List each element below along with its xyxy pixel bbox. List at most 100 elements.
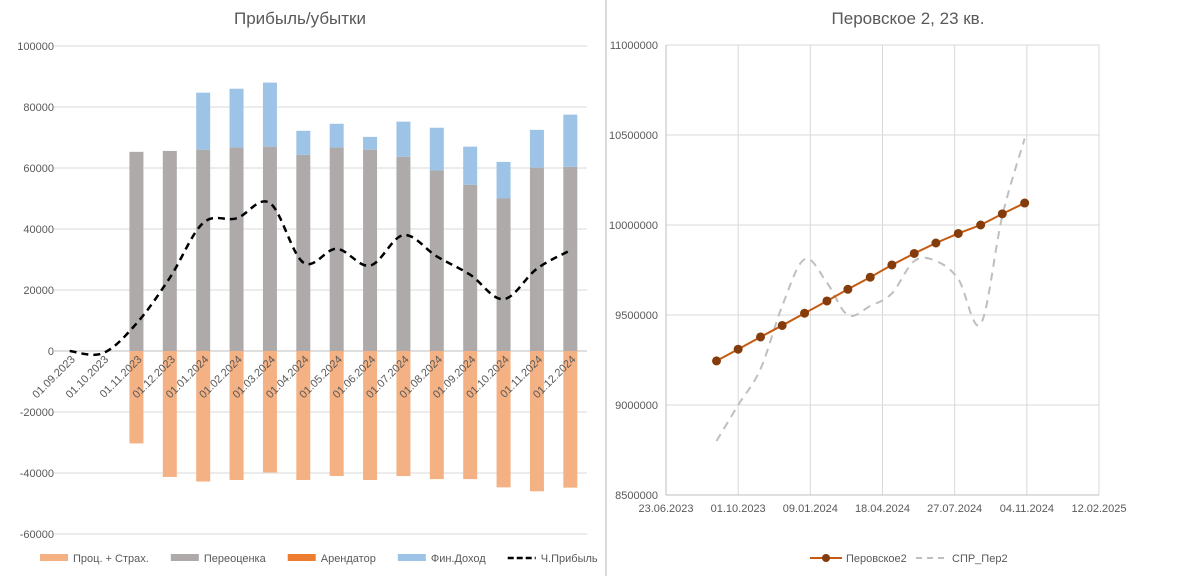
- bar-Проц. + Страх.: [396, 351, 411, 477]
- bar-Проц. + Страх.: [563, 351, 578, 488]
- bar-Переоценка: [529, 167, 544, 351]
- x-tick-label: 18.04.2024: [855, 503, 910, 515]
- bar-Переоценка: [229, 147, 244, 351]
- y-tick-label: 9500000: [615, 310, 658, 322]
- bar-Переоценка: [296, 154, 311, 351]
- legend-label: СПР_Пер2: [952, 553, 1008, 565]
- bar-Фин.Доход: [563, 114, 578, 167]
- y-tick-label: 10500000: [609, 130, 658, 142]
- legend-item: Арендатор: [287, 553, 376, 565]
- legend-swatch-icon: [170, 554, 199, 561]
- y-tick-label: -60000: [20, 529, 54, 541]
- bar-Проц. + Страх.: [196, 351, 211, 482]
- bar-Проц. + Страх.: [296, 351, 311, 481]
- bar-Переоценка: [329, 147, 344, 351]
- bar-Проц. + Страх.: [529, 351, 544, 492]
- x-tick-label: 23.06.2023: [638, 503, 693, 515]
- bar-Фин.Доход: [229, 88, 244, 148]
- data-point: [733, 344, 743, 354]
- x-tick-label: 12.02.2025: [1071, 503, 1126, 515]
- left-chart-title: Прибыль/убытки: [234, 9, 366, 28]
- data-point: [976, 220, 986, 230]
- bar-Проц. + Страх.: [363, 351, 378, 481]
- bar-Переоценка: [162, 150, 177, 351]
- bar-Переоценка: [396, 156, 411, 351]
- bar-Фин.Доход: [296, 130, 311, 155]
- bar-Проц. + Страх.: [496, 351, 511, 488]
- data-point: [997, 209, 1007, 219]
- bar-Переоценка: [129, 151, 144, 351]
- x-tick-label: 09.01.2024: [783, 503, 838, 515]
- data-point: [887, 260, 897, 270]
- data-point: [777, 320, 787, 330]
- legend-label: Фин.Доход: [431, 553, 486, 565]
- chart-divider: [605, 0, 607, 576]
- bar-Проц. + Страх.: [329, 351, 344, 477]
- legend-swatch-icon: [397, 554, 426, 561]
- y-tick-label: -20000: [20, 407, 54, 419]
- bar-Переоценка: [363, 149, 378, 351]
- y-tick-label: -40000: [20, 468, 54, 480]
- data-point: [931, 238, 941, 248]
- bar-Фин.Доход: [496, 161, 511, 199]
- line-Ч.Прибыль: [69, 200, 571, 357]
- data-point: [953, 228, 963, 238]
- data-point: [822, 296, 832, 306]
- bar-Переоценка: [262, 146, 277, 351]
- bar-Фин.Доход: [429, 127, 444, 171]
- data-point: [865, 272, 875, 282]
- bar-Фин.Доход: [529, 129, 544, 168]
- legend-label: Переоценка: [204, 553, 267, 565]
- data-point: [756, 332, 766, 342]
- legend-label: Перовское2: [846, 553, 907, 565]
- bar-Переоценка: [463, 184, 478, 351]
- bar-Проц. + Страх.: [229, 351, 244, 481]
- legend-item: Перовское2: [810, 553, 907, 565]
- bar-Проц. + Страх.: [262, 351, 277, 473]
- bar-Переоценка: [429, 170, 444, 351]
- data-point: [909, 248, 919, 258]
- legend-item: СПР_Пер2: [916, 553, 1008, 565]
- legend-marker-icon: [822, 554, 830, 562]
- legend-item: Фин.Доход: [397, 553, 486, 565]
- y-tick-label: 9000000: [615, 400, 658, 412]
- bar-Фин.Доход: [396, 121, 411, 157]
- legend-swatch-icon: [40, 554, 68, 561]
- bar-Переоценка: [196, 149, 211, 351]
- bar-Переоценка: [496, 198, 511, 351]
- y-tick-label: 20000: [23, 285, 54, 297]
- data-point: [1020, 198, 1030, 208]
- line-СПР_Пер2: [715, 138, 1026, 442]
- y-tick-label: 60000: [23, 163, 54, 175]
- data-point: [843, 284, 853, 294]
- legend-item: Переоценка: [170, 553, 267, 565]
- bar-Проц. + Страх.: [162, 351, 177, 477]
- data-point: [800, 308, 810, 318]
- y-tick-label: 11000000: [610, 40, 658, 52]
- legend-label: Арендатор: [321, 553, 376, 565]
- legend-label: Ч.Прибыль: [541, 553, 598, 565]
- y-tick-label: 10000000: [609, 220, 658, 232]
- bar-Фин.Доход: [196, 92, 211, 150]
- y-tick-label: 40000: [23, 224, 54, 236]
- bar-Проц. + Страх.: [429, 351, 444, 480]
- bar-Фин.Доход: [262, 82, 277, 147]
- x-tick-label: 27.07.2024: [927, 503, 982, 515]
- y-tick-label: 8500000: [615, 490, 658, 502]
- legend-label: Проц. + Страх.: [73, 553, 149, 565]
- y-tick-label: 80000: [23, 102, 54, 114]
- data-point: [712, 356, 722, 366]
- bar-Проц. + Страх.: [463, 351, 478, 480]
- y-tick-label: 100000: [17, 41, 54, 53]
- bar-Проц. + Страх.: [129, 351, 144, 444]
- legend-item: Ч.Прибыль: [507, 553, 598, 565]
- bar-Фин.Доход: [329, 123, 344, 148]
- y-tick-label: 0: [48, 346, 54, 358]
- x-tick-label: 01.10.2023: [711, 503, 766, 515]
- right-chart-title: Перовское 2, 23 кв.: [832, 9, 985, 28]
- legend-item: Проц. + Страх.: [40, 553, 149, 565]
- bar-Фин.Доход: [463, 146, 478, 185]
- bar-Переоценка: [563, 166, 578, 351]
- x-tick-label: 04.11.2024: [1000, 503, 1054, 515]
